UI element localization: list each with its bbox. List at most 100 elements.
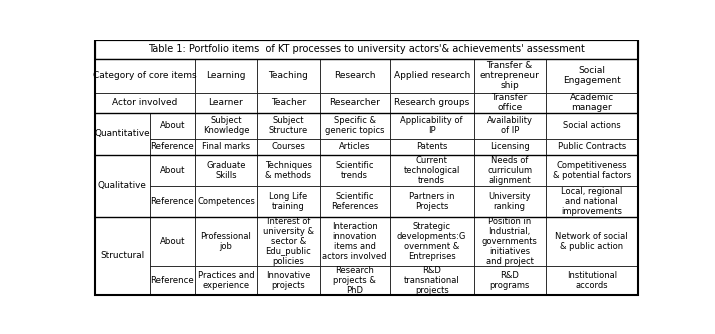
Text: Strategic
developments:G
overnment &
Entreprises: Strategic developments:G overnment & Ent… (397, 222, 466, 261)
Text: Interest of
university &
sector &
Edu_public
policies: Interest of university & sector & Edu_pu… (263, 217, 314, 266)
Text: Patents: Patents (416, 142, 448, 151)
Bar (474, 139, 546, 155)
Bar (257, 113, 320, 139)
Text: Qualitative: Qualitative (98, 181, 147, 190)
Bar (546, 58, 638, 93)
Text: Licensing: Licensing (490, 142, 530, 151)
Text: Scientific
trends: Scientific trends (335, 161, 374, 180)
Bar (546, 217, 638, 266)
Bar (257, 217, 320, 266)
Bar (390, 93, 474, 113)
Bar (320, 155, 390, 186)
Text: About: About (159, 237, 185, 246)
Text: Network of social
& public action: Network of social & public action (556, 232, 628, 251)
Bar (95, 40, 638, 58)
Bar (474, 266, 546, 295)
Bar (320, 58, 390, 93)
Bar (257, 186, 320, 217)
Bar (257, 266, 320, 295)
Text: Quantitative: Quantitative (94, 129, 150, 138)
Text: Public Contracts: Public Contracts (558, 142, 626, 151)
Text: Teaching: Teaching (268, 71, 308, 80)
Bar (390, 217, 474, 266)
Text: Table 1: Portfolio items  of KT processes to university actors'& achievements' a: Table 1: Portfolio items of KT processes… (148, 44, 585, 54)
Bar (194, 58, 257, 93)
Text: Teacher: Teacher (271, 98, 306, 107)
Bar (194, 93, 257, 113)
Text: Transfer &
entrepreneur
ship: Transfer & entrepreneur ship (480, 61, 540, 90)
Text: University
ranking: University ranking (488, 192, 531, 211)
Text: Competences: Competences (197, 197, 255, 206)
Bar (546, 139, 638, 155)
Bar (390, 186, 474, 217)
Text: Local, regional
and national
improvements: Local, regional and national improvement… (561, 187, 623, 216)
Text: Subject
Knowledge: Subject Knowledge (203, 116, 250, 135)
Bar (390, 58, 474, 93)
Bar (150, 139, 194, 155)
Bar (390, 155, 474, 186)
Text: Reference: Reference (150, 142, 194, 151)
Text: Research
projects &
PhD: Research projects & PhD (333, 266, 376, 295)
Text: Long Life
training: Long Life training (270, 192, 307, 211)
Bar (194, 155, 257, 186)
Bar (390, 139, 474, 155)
Bar (546, 155, 638, 186)
Text: R&D
transnational
projects: R&D transnational projects (404, 266, 460, 295)
Text: Interaction
innovation
items and
actors involved: Interaction innovation items and actors … (322, 222, 387, 261)
Text: Social actions: Social actions (563, 121, 621, 130)
Bar (320, 139, 390, 155)
Text: Availability
of IP: Availability of IP (487, 116, 533, 135)
Bar (320, 93, 390, 113)
Bar (150, 113, 194, 139)
Text: Applied research: Applied research (393, 71, 470, 80)
Text: Professional
job: Professional job (201, 232, 252, 251)
Text: Learning: Learning (206, 71, 246, 80)
Text: Social
Engagement: Social Engagement (563, 66, 621, 85)
Bar (546, 266, 638, 295)
Bar (474, 217, 546, 266)
Bar (95, 217, 150, 295)
Text: Graduate
Skills: Graduate Skills (206, 161, 246, 180)
Text: Position in
Industrial,
governments
initiatives
and project: Position in Industrial, governments init… (482, 217, 538, 266)
Text: Structural: Structural (100, 251, 144, 260)
Bar (194, 266, 257, 295)
Bar (320, 266, 390, 295)
Text: Articles: Articles (339, 142, 370, 151)
Text: Reference: Reference (150, 197, 194, 206)
Bar (95, 58, 194, 93)
Text: Current
technological
trends: Current technological trends (403, 156, 460, 185)
Text: Academic
manager: Academic manager (570, 93, 614, 112)
Bar (150, 186, 194, 217)
Text: Research: Research (334, 71, 375, 80)
Bar (150, 266, 194, 295)
Bar (95, 93, 194, 113)
Bar (150, 155, 194, 186)
Text: Subject
Structure: Subject Structure (269, 116, 308, 135)
Text: Needs of
curriculum
alignment: Needs of curriculum alignment (487, 156, 532, 185)
Bar (474, 58, 546, 93)
Text: R&D
programs: R&D programs (490, 271, 530, 290)
Text: Research groups: Research groups (394, 98, 469, 107)
Bar (320, 217, 390, 266)
Text: Transfer
office: Transfer office (492, 93, 528, 112)
Bar (194, 186, 257, 217)
Text: Institutional
accords: Institutional accords (567, 271, 617, 290)
Bar (194, 139, 257, 155)
Bar (194, 217, 257, 266)
Text: Applicability of
IP: Applicability of IP (400, 116, 463, 135)
Bar (257, 139, 320, 155)
Bar (474, 155, 546, 186)
Bar (95, 113, 150, 155)
Bar (257, 155, 320, 186)
Text: About: About (159, 166, 185, 175)
Bar (546, 93, 638, 113)
Bar (257, 93, 320, 113)
Text: Actor involved: Actor involved (112, 98, 177, 107)
Bar (150, 217, 194, 266)
Bar (320, 113, 390, 139)
Bar (474, 186, 546, 217)
Bar (390, 113, 474, 139)
Text: Reference: Reference (150, 276, 194, 285)
Bar (390, 266, 474, 295)
Text: Techniques
& methods: Techniques & methods (265, 161, 312, 180)
